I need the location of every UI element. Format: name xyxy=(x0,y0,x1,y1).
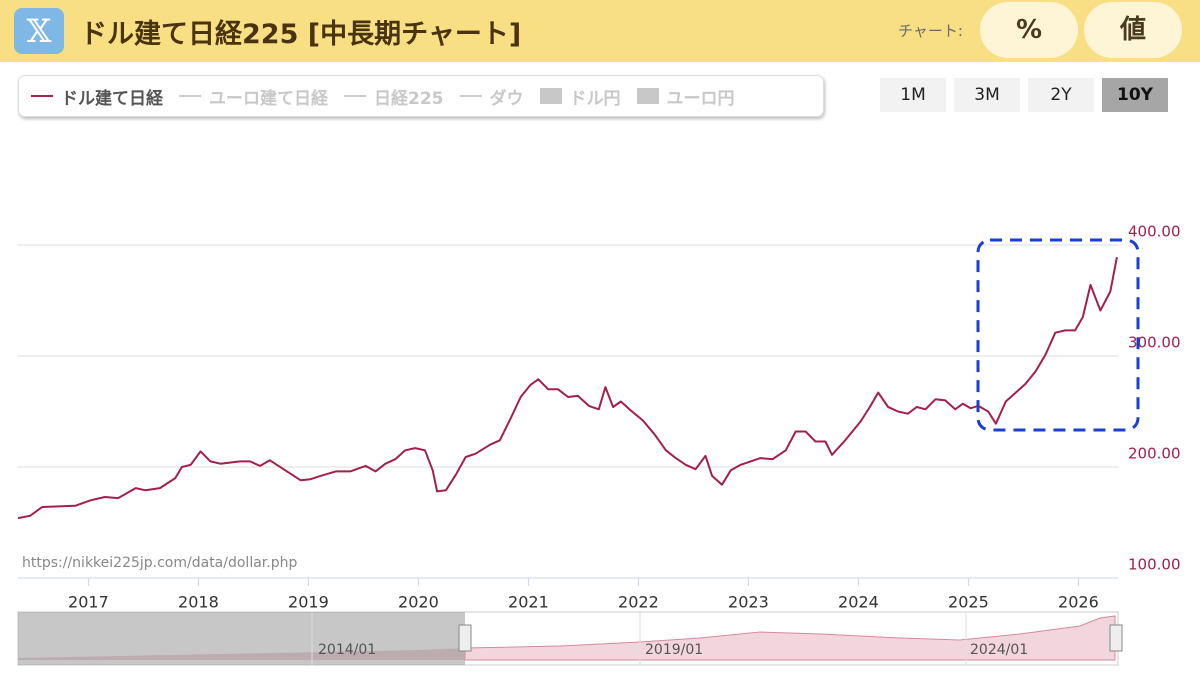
range-button[interactable]: 3M xyxy=(954,78,1020,112)
legend-label: ドル円 xyxy=(569,88,621,109)
y-tick-label: 300.00 xyxy=(1128,333,1181,351)
navigator-area xyxy=(464,615,1116,661)
x-tick-label: 2017 xyxy=(68,593,109,612)
y-tick-label: 100.00 xyxy=(1128,556,1181,574)
legend-label: ダウ xyxy=(489,88,524,109)
legend-swatch xyxy=(459,95,482,97)
highlight-box xyxy=(976,238,1140,432)
mode-label: チャート: xyxy=(898,22,963,40)
navigator: 2014/01 2019/01 2024/01 xyxy=(17,611,1123,666)
range-button[interactable]: 2Y xyxy=(1028,78,1094,112)
legend-label: ユーロ円 xyxy=(666,88,735,109)
navigator-label: 2014/01 xyxy=(318,642,376,658)
legend-swatch xyxy=(344,95,366,97)
legend-item[interactable]: ドル円 xyxy=(539,84,621,109)
navigator-handle[interactable] xyxy=(458,624,472,652)
range-buttons: 1M 3M 2Y 10Y xyxy=(880,78,1168,112)
navigator-mask xyxy=(18,612,465,665)
x-tick-label: 2018 xyxy=(178,593,219,612)
header: 𝕏 ドル建て日経225 [中長期チャート] チャート: % 値 xyxy=(0,0,1200,62)
legend-item[interactable]: ユーロ円 xyxy=(636,84,735,109)
legend-swatch xyxy=(539,88,562,104)
y-tick-label: 400.00 xyxy=(1128,222,1181,240)
legend-label: 日経225 xyxy=(374,88,444,109)
legend-label: ユーロ建て日経 xyxy=(209,88,328,109)
x-tick-label: 2021 xyxy=(508,593,549,612)
mode-button[interactable]: % xyxy=(980,2,1078,58)
x-tick-label: 2019 xyxy=(288,593,329,612)
legend-item[interactable]: ドル建て日経 xyxy=(31,84,163,109)
navigator-label: 2024/01 xyxy=(970,642,1028,658)
mode-button[interactable]: 値 xyxy=(1084,2,1182,58)
legend-label: ドル建て日経 xyxy=(61,88,163,109)
x-tick-label: 2022 xyxy=(618,593,659,612)
navigator-handle[interactable] xyxy=(1109,624,1123,652)
legend-swatch xyxy=(179,95,201,97)
legend-item[interactable]: ユーロ建て日経 xyxy=(179,84,328,109)
legend-item[interactable]: ダウ xyxy=(459,84,524,109)
navigator-label: 2019/01 xyxy=(645,642,703,658)
range-button[interactable]: 10Y xyxy=(1102,78,1168,112)
legend-swatch xyxy=(31,95,53,97)
x-tick-label: 2024 xyxy=(838,593,879,612)
x-tick-label: 2020 xyxy=(398,593,439,612)
x-share-icon[interactable]: 𝕏 xyxy=(14,8,64,54)
x-tick-label: 2025 xyxy=(948,593,989,612)
legend-swatch xyxy=(636,88,659,104)
x-tick-label: 2023 xyxy=(728,593,769,612)
range-button[interactable]: 1M xyxy=(880,78,946,112)
page-title: ドル建て日経225 [中長期チャート] xyxy=(80,19,522,50)
y-tick-label: 200.00 xyxy=(1128,444,1181,462)
x-tick-label: 2026 xyxy=(1058,593,1099,612)
legend: ドル建て日経 ユーロ建て日経 日経225 ダウ ドル円 ユーロ円 xyxy=(18,75,824,117)
source-url: https://nikkei225jp.com/data/dollar.php xyxy=(22,555,297,571)
series-line xyxy=(17,257,1118,520)
legend-item[interactable]: 日経225 xyxy=(344,84,444,109)
